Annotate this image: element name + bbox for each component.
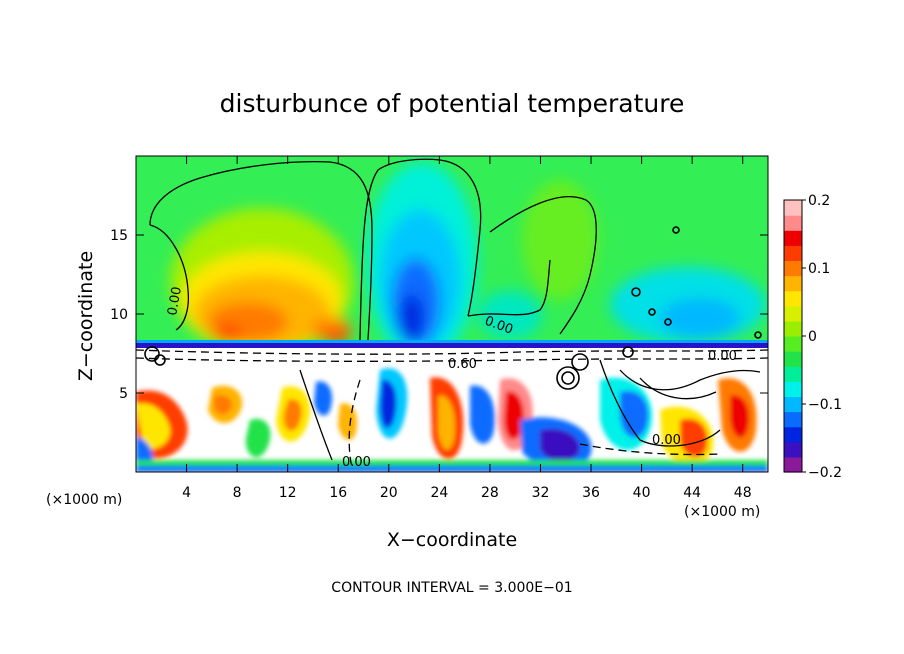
contour-lines — [136, 158, 768, 469]
y-tick-label: 5 — [119, 386, 128, 402]
x-tick-label: 12 — [279, 485, 297, 501]
plot-area: 0.00 0.00 0.60 0.00 0.00 0.00 — [136, 156, 768, 472]
colorbar-swatch — [784, 200, 802, 216]
colorbar-swatch — [784, 230, 802, 246]
inversion-layer — [136, 342, 768, 348]
colorbar-tick-label: 0.2 — [808, 193, 830, 209]
x-tick-label: 16 — [329, 485, 347, 501]
y-tick-label: 10 — [110, 307, 128, 323]
contour-value-labels: 0.00 0.00 0.60 0.00 0.00 0.00 — [165, 286, 737, 470]
contour-label: 0.00 — [652, 433, 681, 448]
colorbar-swatch — [784, 290, 802, 307]
x-tick-label: 8 — [233, 485, 242, 501]
x-tick-label: 32 — [532, 485, 550, 501]
x-tick-label: 40 — [633, 485, 651, 501]
upper-cold-anomaly — [366, 162, 766, 362]
colorbar-swatch — [784, 411, 802, 428]
x-tick-label: 28 — [481, 485, 499, 501]
y-tick-label: 15 — [110, 228, 128, 244]
inversion-edge — [136, 340, 768, 343]
colorbar-swatch — [784, 426, 802, 443]
colorbar-tick-label: −0.1 — [808, 397, 842, 413]
colorbar-swatch — [784, 245, 802, 262]
x-axis-ticks: 4 8 12 16 20 24 28 32 36 40 44 48 — [182, 156, 752, 501]
x-tick-label: 20 — [380, 485, 398, 501]
colorbar-swatch — [784, 215, 802, 231]
colorbar-tick-label: 0.1 — [808, 261, 830, 277]
upper-warm-anomaly — [170, 180, 598, 356]
contour-label: 0.00 — [165, 286, 185, 317]
y-axis-ticks: 5 10 15 — [110, 228, 768, 402]
colorbar-swatch — [784, 396, 802, 413]
colorbar-swatch — [784, 320, 802, 337]
colorbar-swatch — [784, 275, 802, 292]
x-tick-label: 48 — [734, 485, 752, 501]
chart-title: disturbunce of potential temperature — [220, 89, 685, 118]
x-tick-label: 44 — [683, 485, 701, 501]
colorbar-tick-label: 0 — [808, 329, 817, 345]
colorbar-swatch — [784, 351, 802, 367]
x-tick-label: 4 — [182, 485, 191, 501]
y-axis-label: Z−coordinate — [75, 251, 97, 381]
colorbar: 0.2 0.1 0 −0.1 −0.2 — [783, 193, 842, 481]
colorbar-swatch — [784, 381, 802, 398]
x-unit-right: (×1000 m) — [684, 504, 760, 520]
colorbar-swatch — [784, 336, 802, 352]
contour-label: 0.00 — [708, 349, 737, 364]
colorbar-swatch — [784, 260, 802, 277]
colorbar-swatch — [784, 456, 802, 473]
contour-label: 0.00 — [342, 455, 371, 470]
x-axis-label: X−coordinate — [387, 529, 517, 551]
colorbar-tick-label: −0.2 — [808, 465, 842, 481]
colorbar-swatch — [784, 441, 802, 458]
contour-rings — [144, 226, 762, 390]
contour-interval-note: CONTOUR INTERVAL = 3.000E−01 — [331, 580, 572, 596]
contour-label: 0.60 — [448, 357, 477, 372]
x-tick-label: 24 — [430, 485, 448, 501]
x-unit-left: (×1000 m) — [46, 492, 122, 508]
colorbar-swatch — [784, 366, 802, 382]
x-tick-label: 36 — [582, 485, 600, 501]
colorbar-swatch — [784, 305, 802, 322]
